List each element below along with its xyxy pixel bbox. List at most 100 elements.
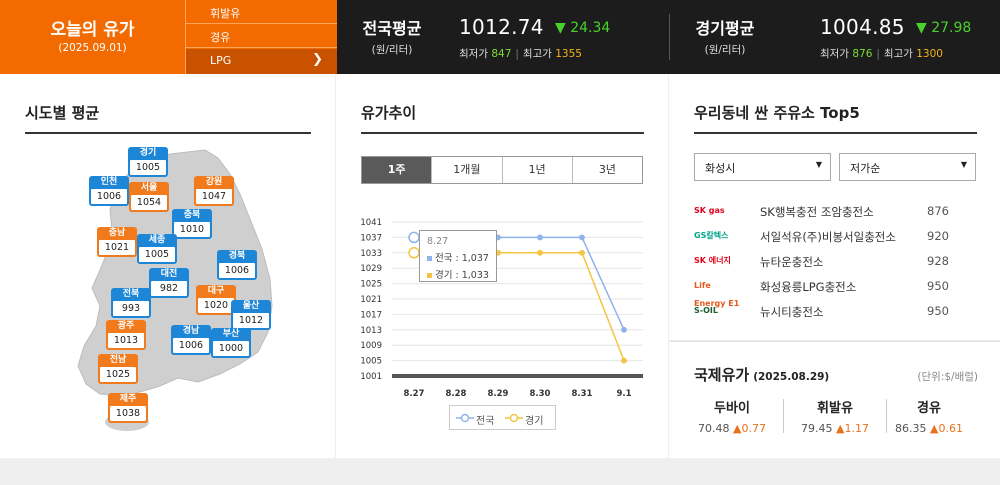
fuel-tab-diesel[interactable]: 경유 xyxy=(186,24,337,48)
region-badge[interactable]: 충북 1010 xyxy=(172,209,212,239)
intl-item-price: 79.45 xyxy=(801,422,833,435)
intl-item-price: 86.35 xyxy=(895,422,927,435)
region-name: 울산 xyxy=(242,301,260,311)
station-item[interactable]: GS칼텍스 서일석유(주)비봉서일충전소 920 xyxy=(694,225,949,249)
intl-item-diesel: 경유 86.35 ▲0.61 xyxy=(885,397,973,435)
region-badge[interactable]: 부산 1000 xyxy=(211,328,251,358)
title-underline xyxy=(361,132,644,134)
intl-title-text: 국제유가 xyxy=(694,366,750,384)
region-name: 대구 xyxy=(207,286,225,296)
intl-item-value: 70.48 ▲0.77 xyxy=(688,422,776,435)
station-item[interactable]: S-OIL 뉴시티충전소 950 xyxy=(694,300,949,324)
national-legend-icon xyxy=(456,413,474,423)
region-badge[interactable]: 경북 1006 xyxy=(217,250,257,280)
price-header: 오늘의 유가 (2025.09.01) 휘발유 경유 LPG ❯ 전국평균 (원/… xyxy=(0,0,1000,74)
fuel-tab-label: LPG xyxy=(210,54,232,67)
region-price: 1005 xyxy=(139,247,175,262)
data-point xyxy=(579,234,585,241)
region-name: 인천 xyxy=(100,177,118,187)
tab-3years[interactable]: 3년 xyxy=(598,163,616,176)
dropdown-arrow-icon: ▼ xyxy=(960,160,967,169)
y-tick-label: 1013 xyxy=(360,326,382,336)
price-trend-chart: 1041 1037 1033 1029 1025 1021 1017 1013 1009 1005… xyxy=(360,218,643,399)
brand-logo-icon: S-OIL xyxy=(694,306,718,315)
x-tick-label: 8.27 xyxy=(404,389,425,399)
fuel-tab-gasoline[interactable]: 휘발유 xyxy=(186,0,337,24)
x-tick-label: 8.30 xyxy=(530,389,551,399)
chevron-right-icon: ❯ xyxy=(312,52,323,67)
x-tick-label: 8.29 xyxy=(488,389,509,399)
region-badge[interactable]: 전북 993 xyxy=(111,288,151,318)
y-tick-label: 1001 xyxy=(360,372,382,382)
region-price: 1013 xyxy=(108,333,144,348)
gyeonggi-color-marker xyxy=(427,273,432,278)
legend-national-label: 전국 xyxy=(476,416,495,427)
y-tick-label: 1029 xyxy=(360,264,382,274)
region-badge[interactable]: 인천 1006 xyxy=(89,176,129,206)
sort-select[interactable]: 저가순 ▼ xyxy=(839,153,976,181)
region-badge[interactable]: 충남 1021 xyxy=(97,227,137,257)
region-badge[interactable]: 대전 982 xyxy=(149,268,189,298)
region-badge[interactable]: 세종 1005 xyxy=(137,234,177,264)
station-name: SK행복충전 조암충전소 xyxy=(760,205,874,219)
region-badge[interactable]: 울산 1012 xyxy=(231,300,271,330)
gyeonggi-average: 경기평균 (원/리터) 1004.85 ▼ 27.98 최저가 876 | 최고가 … xyxy=(680,0,1000,74)
y-tick-label: 1021 xyxy=(360,295,382,305)
tooltip-gyeonggi: 경기 : 1,033 xyxy=(427,267,489,281)
station-item[interactable]: Life Energy E1 화성융릉LPG충전소 950 xyxy=(694,275,949,308)
trend-title: 유가추이 xyxy=(361,104,417,122)
station-item[interactable]: SK gas SK행복충전 조암충전소 876 xyxy=(694,200,949,224)
city-select[interactable]: 화성시 ▼ xyxy=(694,153,831,181)
region-name: 전남 xyxy=(109,355,127,365)
region-badge[interactable]: 대구 1020 xyxy=(196,285,236,315)
brand-logo-icon: Life Energy E1 xyxy=(694,281,740,308)
gyeonggi-min: 876 xyxy=(852,48,873,60)
fuel-tab-label: 휘발유 xyxy=(210,7,241,20)
x-tick-label: 8.31 xyxy=(572,389,593,399)
period-tabs: 1주 1개월 1년 3년 xyxy=(361,156,643,184)
brand-logo-icon: SK 에너지 xyxy=(694,256,731,265)
region-badge[interactable]: 광주 1013 xyxy=(106,320,146,350)
title-underline xyxy=(694,132,977,134)
region-price: 1005 xyxy=(130,160,166,175)
data-point xyxy=(537,234,543,241)
intl-item-value: 86.35 ▲0.61 xyxy=(885,422,973,435)
region-name: 광주 xyxy=(117,321,135,331)
region-badge[interactable]: 경남 1006 xyxy=(171,325,211,355)
y-tick-label: 1037 xyxy=(360,233,382,243)
intl-item-name: 두바이 xyxy=(714,401,750,416)
tab-1month[interactable]: 1개월 xyxy=(432,157,503,183)
region-name: 제주 xyxy=(119,394,137,404)
region-price: 1006 xyxy=(219,263,255,278)
region-price: 1010 xyxy=(174,222,210,237)
national-change: ▼ 24.34 xyxy=(555,20,611,36)
fuel-tab-lpg[interactable]: LPG ❯ xyxy=(186,49,337,74)
gyeonggi-legend-icon xyxy=(505,413,523,423)
station-price: 876 xyxy=(927,204,949,218)
tab-1week[interactable]: 1주 xyxy=(362,157,433,183)
tab-1year[interactable]: 1년 xyxy=(503,157,573,183)
max-label: 최고가 xyxy=(522,48,552,60)
region-badge[interactable]: 경기 1005 xyxy=(128,147,168,177)
region-badge[interactable]: 제주 1038 xyxy=(108,393,148,423)
chart-tooltip: 8.27 전국 : 1,037 경기 : 1,033 xyxy=(419,230,497,282)
y-tick-label: 1033 xyxy=(360,249,382,259)
region-badge[interactable]: 서울 1054 xyxy=(129,182,169,212)
region-badge[interactable]: 강원 1047 xyxy=(194,176,234,206)
region-badge[interactable]: 전남 1025 xyxy=(98,354,138,384)
intl-item-name: 휘발유 xyxy=(817,401,853,416)
data-point xyxy=(621,357,627,364)
station-price: 950 xyxy=(927,304,949,318)
national-min-max: 최저가 847 | 최고가 1355 xyxy=(459,48,582,60)
region-price: 1006 xyxy=(173,338,209,353)
intl-date: (2025.08.29) xyxy=(753,371,830,383)
brand-logo-icon: SK gas xyxy=(694,206,725,215)
korea-map xyxy=(77,149,273,431)
tooltip-national-text: 전국 : 1,037 xyxy=(435,253,489,264)
intl-item-change: ▲0.61 xyxy=(930,422,963,435)
region-name: 대전 xyxy=(160,269,178,279)
station-name: 서일석유(주)비봉서일충전소 xyxy=(760,230,896,244)
fuel-tab-label: 경유 xyxy=(210,31,231,44)
intl-item-gasoline: 휘발유 79.45 ▲1.17 xyxy=(791,397,879,435)
station-item[interactable]: SK 에너지 뉴타운충전소 928 xyxy=(694,250,949,274)
